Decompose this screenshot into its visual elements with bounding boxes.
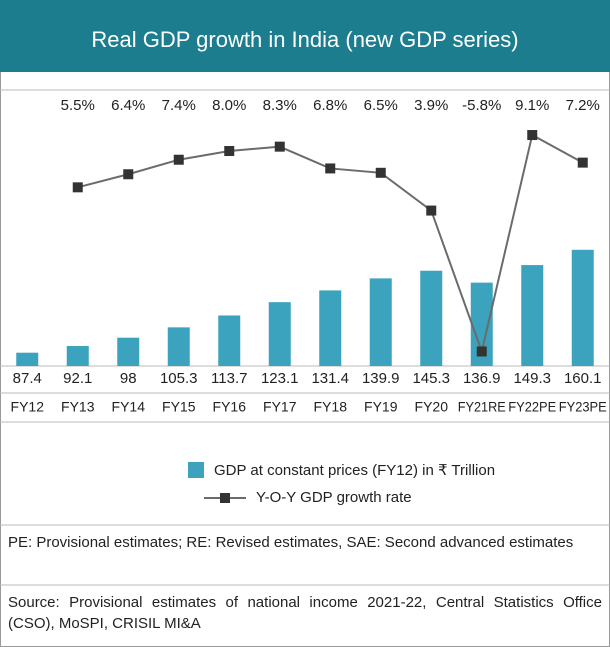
bar <box>521 265 544 366</box>
bar <box>117 337 140 366</box>
value-label: 87.4 <box>13 370 42 387</box>
x-tick-label: FY18 <box>314 399 348 415</box>
bar <box>420 270 443 366</box>
growth-label: 9.1% <box>515 97 549 114</box>
line-marker <box>527 130 538 141</box>
value-label: 136.9 <box>463 370 501 387</box>
x-tick-label: FY16 <box>213 399 247 415</box>
separators <box>0 89 610 586</box>
x-tick-label: FY19 <box>364 399 398 415</box>
line-marker <box>325 163 336 174</box>
legend-marker <box>220 493 230 503</box>
x-tick-label: FY21RE <box>458 399 506 415</box>
legend-label: Y-O-Y GDP growth rate <box>256 489 412 506</box>
bar <box>470 282 493 366</box>
value-label: 98 <box>120 370 137 387</box>
value-label: 105.3 <box>160 370 198 387</box>
line-marker <box>173 154 184 165</box>
value-label: 139.9 <box>362 370 400 387</box>
line-marker <box>577 157 588 168</box>
value-label: 92.1 <box>63 370 92 387</box>
bar <box>167 327 190 366</box>
growth-label: 3.9% <box>414 97 448 114</box>
note: PE: Provisional estimates; RE: Revised e… <box>8 534 574 551</box>
source: Source: Provisional estimates of nationa… <box>8 594 602 632</box>
x-tick-label: FY14 <box>112 399 146 415</box>
header <box>0 0 610 72</box>
x-tick-label: FY12 <box>11 399 45 415</box>
value-label: 131.4 <box>311 370 349 387</box>
bar <box>571 249 594 366</box>
legend-swatch <box>188 462 204 478</box>
line-marker <box>72 182 83 193</box>
growth-label: 5.5% <box>61 97 95 114</box>
bar <box>66 346 89 366</box>
growth-label: 7.2% <box>566 97 600 114</box>
x-tick-label: FY22PE <box>508 399 556 415</box>
chart-title: Real GDP growth in India (new GDP series… <box>91 27 518 52</box>
value-label: 123.1 <box>261 370 299 387</box>
value-label: 113.7 <box>211 370 247 387</box>
growth-label: -5.8% <box>462 97 501 114</box>
x-tick-label: FY13 <box>61 399 95 415</box>
line-marker <box>426 205 437 216</box>
x-tick-label: FY15 <box>162 399 196 415</box>
growth-label: 8.0% <box>212 97 246 114</box>
bar <box>218 315 241 366</box>
value-label: 145.3 <box>412 370 450 387</box>
line-marker <box>274 141 285 152</box>
growth-label: 6.4% <box>111 97 145 114</box>
line-marker <box>375 167 386 178</box>
bar <box>268 302 291 366</box>
x-tick-label: FY20 <box>415 399 449 415</box>
line-marker <box>476 346 487 357</box>
growth-label: 6.5% <box>364 97 398 114</box>
bar <box>319 290 342 366</box>
value-label: 149.3 <box>513 370 551 387</box>
bar <box>16 352 39 366</box>
line-marker <box>224 146 235 157</box>
value-label: 160.1 <box>564 370 602 387</box>
growth-label: 8.3% <box>263 97 297 114</box>
line-marker <box>123 169 134 180</box>
x-tick-label: FY23PE <box>559 399 607 415</box>
bar <box>369 278 392 366</box>
growth-label: 7.4% <box>162 97 196 114</box>
legend-label: GDP at constant prices (FY12) in ₹ Trill… <box>214 462 495 479</box>
growth-label: 6.8% <box>313 97 347 114</box>
x-tick-label: FY17 <box>263 399 297 415</box>
